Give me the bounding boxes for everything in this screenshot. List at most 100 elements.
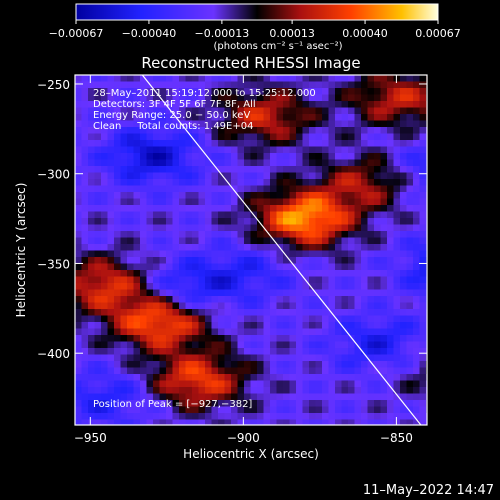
heatmap-cell [341, 127, 349, 134]
heatmap-cell [81, 133, 89, 141]
heatmap-cell [250, 283, 258, 290]
heatmap-cell [315, 127, 323, 134]
heatmap-cell [133, 328, 141, 336]
heatmap-cell [309, 153, 316, 160]
heatmap-cell [283, 192, 290, 199]
heatmap-cell [159, 387, 167, 394]
heatmap-cell [244, 192, 251, 199]
heatmap-cell [166, 263, 173, 271]
heatmap-cell [237, 387, 245, 394]
heatmap-cell [302, 198, 310, 206]
heatmap-cell [387, 328, 394, 336]
heatmap-cell [354, 335, 362, 342]
heatmap-cell [328, 140, 336, 147]
heatmap-cell [328, 393, 336, 401]
heatmap-cell [341, 419, 349, 425]
heatmap-cell [302, 88, 310, 95]
heatmap-cell [218, 387, 225, 394]
heatmap-cell [419, 75, 427, 82]
heatmap-cell [406, 185, 414, 193]
heatmap-cell [354, 75, 362, 82]
heatmap-cell [257, 179, 264, 186]
heatmap-cell [413, 244, 420, 251]
heatmap-cell [361, 315, 368, 323]
heatmap-cell [283, 231, 290, 238]
heatmap-cell [380, 120, 388, 128]
heatmap-cell [114, 237, 121, 245]
heatmap-cell [406, 133, 414, 141]
heatmap-cell [263, 166, 271, 173]
heatmap-cell [172, 166, 180, 173]
heatmap-cell [276, 88, 284, 95]
heatmap-cell [81, 179, 89, 186]
heatmap-cell [250, 393, 258, 401]
heatmap-cell [335, 224, 342, 232]
heatmap-cell [361, 120, 368, 128]
heatmap-cell [205, 341, 212, 349]
heatmap-cell [114, 205, 121, 212]
heatmap-cell [81, 315, 89, 323]
heatmap-cell [81, 387, 89, 394]
heatmap-cell [205, 315, 212, 323]
heatmap-cell [413, 153, 420, 160]
heatmap-cell [400, 289, 407, 297]
heatmap-cell [81, 263, 89, 271]
heatmap-cell [309, 231, 316, 238]
heatmap-cell [88, 205, 95, 212]
heatmap-cell [114, 315, 121, 323]
heatmap-cell [374, 153, 381, 160]
heatmap-cell [172, 146, 180, 154]
heatmap-cell [263, 153, 271, 160]
heatmap-cell [413, 192, 420, 199]
heatmap-cell [159, 263, 167, 271]
heatmap-cell [114, 140, 121, 147]
heatmap-cell [237, 257, 245, 264]
heatmap-cell [133, 159, 141, 167]
heatmap-cell [309, 393, 316, 401]
heatmap-cell [159, 231, 167, 238]
heatmap-cell [289, 322, 297, 329]
heatmap-cell [140, 153, 147, 160]
heatmap-cell [289, 198, 297, 206]
heatmap-cell [276, 315, 284, 323]
heatmap-cell [328, 75, 336, 82]
heatmap-cell [374, 270, 381, 277]
heatmap-cell [120, 211, 128, 219]
heatmap-cell [231, 335, 238, 342]
heatmap-cell [140, 309, 147, 316]
heatmap-cell [400, 107, 407, 115]
heatmap-cell [179, 133, 186, 141]
heatmap-cell [237, 322, 245, 329]
heatmap-cell [133, 406, 141, 414]
heatmap-cell [159, 179, 167, 186]
heatmap-cell [94, 88, 102, 95]
heatmap-cell [380, 88, 388, 95]
heatmap-cell [270, 348, 277, 355]
heatmap-cell [179, 237, 186, 245]
heatmap-cell [94, 309, 102, 316]
heatmap-cell [361, 263, 368, 271]
heatmap-cell [133, 367, 141, 375]
heatmap-cell [237, 250, 245, 258]
heatmap-cell [153, 244, 160, 251]
heatmap-cell [198, 361, 206, 368]
heatmap-cell [257, 107, 264, 115]
heatmap-cell [270, 400, 277, 407]
heatmap-cell [276, 387, 284, 394]
heatmap-cell [198, 244, 206, 251]
heatmap-cell [270, 419, 277, 425]
heatmap-cell [302, 380, 310, 388]
heatmap-cell [419, 166, 427, 173]
heatmap-cell [361, 419, 368, 425]
heatmap-cell [211, 133, 219, 141]
heatmap-cell [88, 75, 95, 82]
heatmap-cell [354, 94, 362, 102]
heatmap-cell [348, 270, 355, 277]
heatmap-cell [244, 211, 251, 219]
heatmap-cell [120, 289, 128, 297]
heatmap-cell [81, 361, 89, 368]
heatmap-cell [244, 159, 251, 167]
heatmap-cell [211, 81, 219, 89]
heatmap-cell [283, 172, 290, 180]
heatmap-cell [185, 322, 193, 329]
